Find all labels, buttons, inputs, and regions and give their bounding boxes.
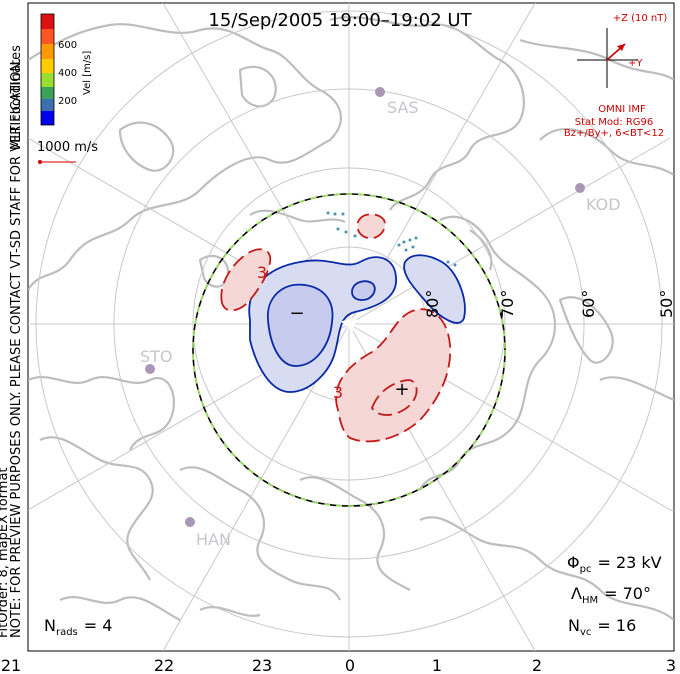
colorbar-bin [41,14,54,29]
negative-contour-inner [267,283,334,367]
positive-contour-left [220,248,272,312]
mlt-axis: 21 22 23 0 1 2 3 [1,656,676,674]
positive-contour-value: 3 [333,383,343,402]
mlt-label: 21 [1,656,21,674]
station-label: HAN [196,530,231,549]
negative-contour-value: 3 [257,263,267,282]
colorbar-bin [41,29,54,44]
positive-contour-main [335,308,452,443]
preview-note: NOTE: FOR PREVIEW PURPOSES ONLY. PLEASE … [9,58,24,638]
positive-cell-sign: + [394,379,409,400]
velocity-reference-label: 1000 m/s [37,140,98,155]
map-title: 15/Sep/2005 19:00–19:02 UT [208,10,472,31]
mlt-label: 3 [666,656,676,674]
station-han-marker [185,517,195,527]
velocity-reference: 1000 m/s [37,140,98,164]
velocity-vectors [326,211,457,267]
colorbar-bin [41,111,54,125]
colorbar-bin [41,99,54,111]
imf-source: OMNI IMF [598,104,646,115]
imf-dial: +Z (10 nT) +Y OMNI IMF Stat Mod: RG96 Bz… [564,13,667,139]
latitude-label: 60° [579,290,598,318]
mlt-label: 23 [252,656,272,674]
positive-contour-top [356,213,386,240]
imf-model-line2: Bz+/By+, 6<BT<12 [564,128,664,139]
colorbar-tick: 200 [58,96,77,107]
station-label: SAS [387,98,419,117]
colorbar-tick: 600 [58,40,77,51]
station-kod-marker [575,183,585,193]
phi-pc-stat: Φpc = 23 kV [567,553,662,575]
negative-contour-small [351,280,376,301]
hm-boundary-dash [192,193,506,507]
negative-cell: − [248,254,466,393]
nrads-stat: Nrads = 4 [44,616,112,638]
colorbar-bin [41,44,54,59]
colorbar-bin [41,59,54,73]
imf-z-label: +Z (10 nT) [613,13,668,24]
station-label: STO [140,347,173,366]
station-sto-marker [145,364,155,374]
imf-model-line1: Stat Mod: RG96 [575,117,654,128]
imf-vector-head [617,44,625,51]
mlt-label: 1 [432,656,442,674]
fit-order-label: FitOrder: 8, mapEX format [0,467,11,638]
colorbar-bin [41,73,54,87]
colorbar-outline [40,13,55,126]
coordinates-label: MLT coordinates [9,45,24,150]
colorbar-bin [41,87,54,99]
nvc-stat: Nvc = 16 [568,616,636,638]
latitude-label: 80° [423,290,442,318]
positive-contour-inner [370,379,418,416]
station-markers [145,87,585,527]
station-sas-marker [375,87,385,97]
mlt-label: 2 [532,656,542,674]
lambda-hm-stat: ΛHM = 70° [571,584,651,606]
station-labels: SAS KOD STO HAN [140,98,621,549]
colorbar-label: Vel [m/s] [82,51,93,95]
fit-statistics: Φpc = 23 kV ΛHM = 70° Nvc = 16 Nrads = 4 [44,553,662,638]
station-label: KOD [586,195,621,214]
pole-marker [341,316,358,332]
colorbar-tick: 400 [58,68,77,79]
latitude-label: 50° [657,290,676,318]
negative-contour-right [403,254,466,324]
imf-y-label: +Y [628,58,643,69]
velocity-colorbar: 600 400 200 Vel [m/s] [40,13,93,126]
mlt-label: 0 [345,656,355,674]
positive-cells [220,213,452,443]
latitude-labels: 80° 70° 60° 50° [423,290,676,318]
latitude-label: 70° [498,290,517,318]
mlt-label: 22 [154,656,174,674]
negative-cell-sign: − [289,303,304,324]
